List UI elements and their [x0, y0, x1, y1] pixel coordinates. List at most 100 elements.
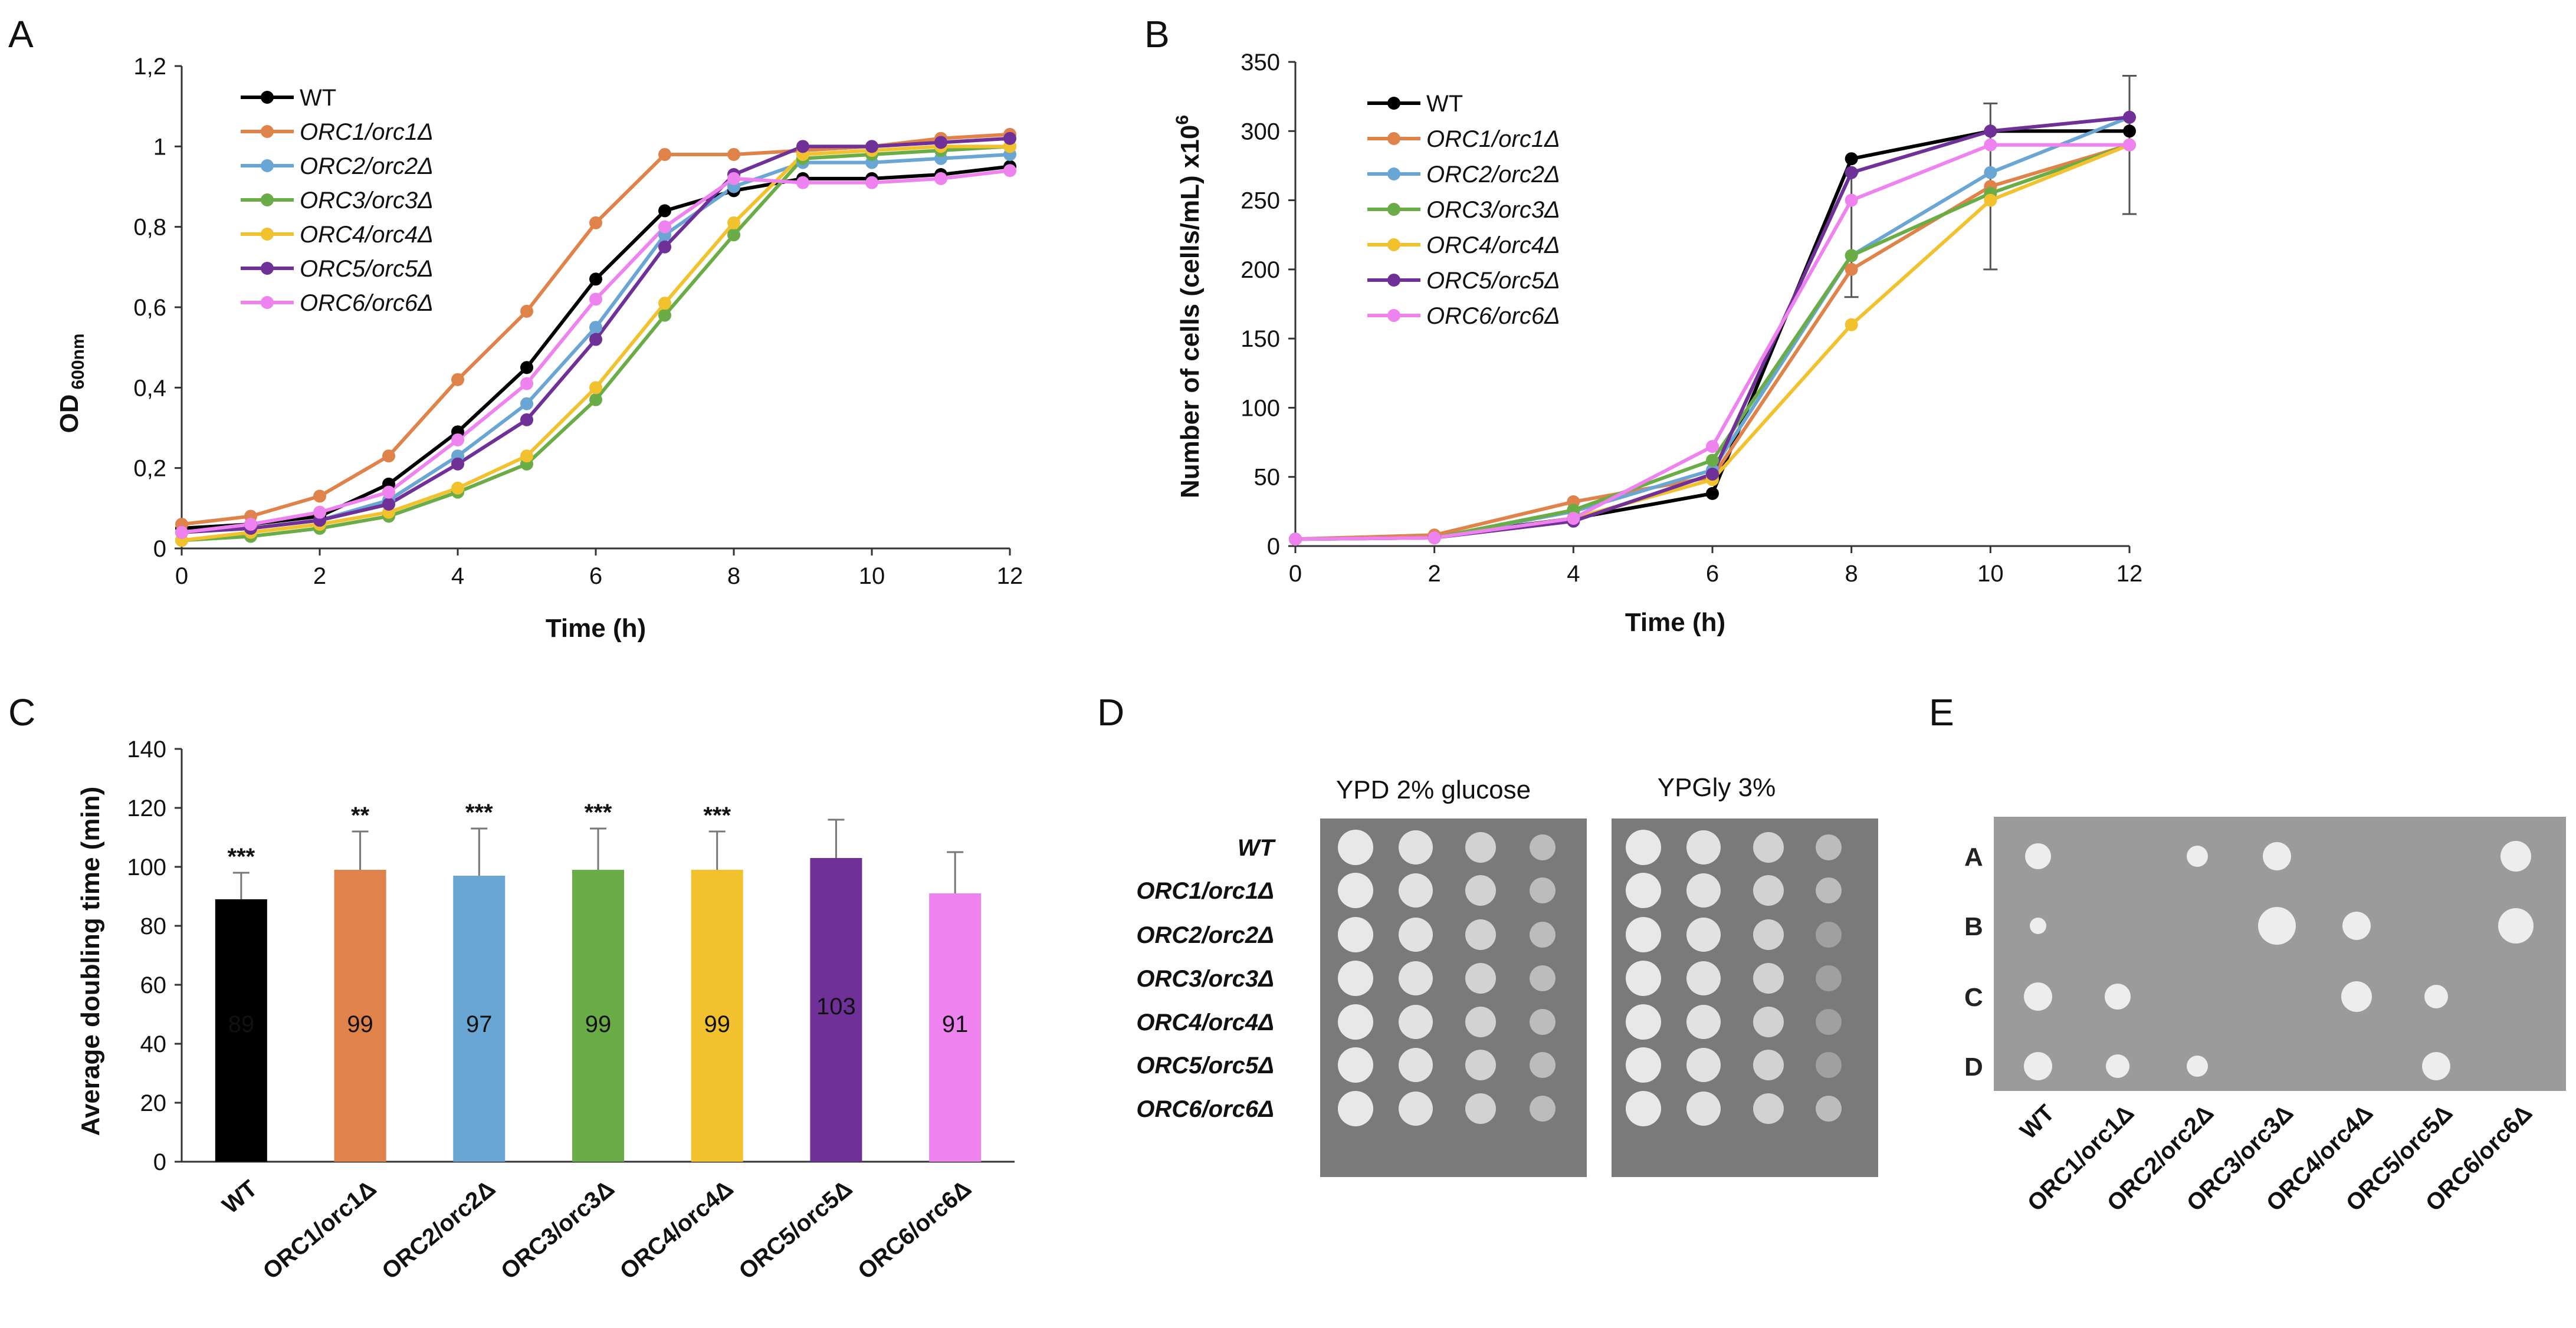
chart-b-y-tick-label: 150	[1241, 326, 1280, 352]
data-point-orc6-orc6	[727, 172, 740, 185]
data-point-orc5-orc5	[382, 498, 395, 511]
chart-a-ylabel-main: OD	[55, 395, 84, 433]
chart-b-legend: WT ORC1/orc1Δ ORC2/orc2Δ ORC3/orc3Δ ORC4/orc…	[1367, 91, 1560, 329]
chart-a-legend: WT ORC1/orc1Δ ORC2/orc2Δ ORC3/orc3Δ ORC4/orc…	[241, 85, 434, 316]
spot-colony	[1626, 873, 1661, 908]
chart-a-y-tick-label: 0,6	[133, 295, 166, 321]
chart-a-xlabel: Time (h)	[546, 614, 646, 643]
chart-b-y-tick-label: 250	[1241, 188, 1280, 214]
tetrad-colony	[2422, 1052, 2450, 1080]
category-label-orc2-orc2: ORC2/orc2Δ	[377, 1175, 500, 1284]
spot-colony	[1686, 873, 1721, 908]
data-point-wt	[1706, 487, 1719, 500]
spot-colony	[1626, 1004, 1661, 1040]
panel-e-tetrad-plate: A B C D WTORC1/orc1ΔORC2/orc2ΔORC3/orc3ΔORC…	[1964, 817, 2566, 1217]
chart-b-x-tick-label: 6	[1706, 561, 1719, 587]
chart-a-x-tick-label: 4	[451, 563, 464, 589]
spot-colony	[1465, 875, 1496, 906]
spot-colony	[1686, 1048, 1721, 1082]
spot-colony	[1686, 961, 1721, 995]
bar-orc1-orc1	[334, 870, 386, 1162]
significance-orc2-orc2: ***	[465, 800, 493, 826]
category-label-group: ORC2/orc2Δ	[377, 1175, 500, 1284]
chart-c-doubling-time: 0 20 40 60 80 100 120 140 *** 89 WT ** 99 ORC1/orc1Δ…	[76, 737, 1015, 1284]
bar-value-label-orc1-orc1: 99	[347, 1011, 373, 1037]
bar-orc3-orc3	[572, 870, 624, 1162]
significance-orc3-orc3: ***	[585, 800, 612, 826]
data-point-orc6-orc6	[1567, 512, 1580, 525]
spot-colony	[1753, 919, 1784, 950]
chart-a-y-tick-label: 0,8	[133, 215, 166, 241]
spot-colony	[1626, 1047, 1661, 1083]
chart-a-y-tick-label: 0,4	[133, 375, 166, 401]
category-label-orc1-orc1: ORC1/orc1Δ	[258, 1175, 382, 1284]
tetrad-colony	[2106, 1054, 2129, 1078]
data-point-orc5-orc5	[796, 140, 809, 153]
spot-colony	[1626, 830, 1661, 865]
chart-c-bars: *** 89 WT ** 99 ORC1/orc1Δ *** 97 ORC2/orc2Δ *** 9…	[215, 800, 982, 1284]
spot-colony	[1530, 1052, 1556, 1078]
plate-title-ypgly: YPGly 3%	[1658, 773, 1776, 802]
bar-orc4-orc4	[691, 870, 743, 1162]
chart-a-x-tick-label: 6	[589, 563, 602, 589]
tetrad-colony	[2030, 918, 2046, 934]
chart-b-ylabel-sup: 6	[1173, 115, 1192, 125]
bar-value-label-wt: 89	[228, 1011, 255, 1037]
data-point-orc6-orc6	[451, 433, 464, 446]
spot-colony	[1530, 922, 1556, 948]
tetrad-colony	[2258, 907, 2296, 945]
spot-colony	[1816, 877, 1842, 903]
chart-c-y-tick-label: 140	[127, 737, 166, 762]
chart-b-x-tick-label: 8	[1845, 561, 1858, 587]
chart-c-ylabel: Average doubling time (min)	[76, 787, 105, 1136]
chart-b-ylabel-main: Number of cells (cells/mL) x10	[1176, 125, 1205, 498]
chart-b-axes: 0 2 4 6 8 10 12 0 50 100 150 200 250 300 350	[1241, 50, 2142, 587]
data-point-orc6-orc6	[313, 505, 326, 519]
data-point-orc4-orc4	[520, 449, 533, 463]
category-label-orc5-orc5: ORC5/orc5Δ	[734, 1175, 858, 1284]
panel-letter-a: A	[8, 13, 34, 55]
data-point-wt	[1845, 152, 1858, 166]
category-label-group: WT	[218, 1175, 262, 1219]
data-point-orc5-orc5	[1845, 166, 1858, 179]
spot-colony	[1399, 1005, 1433, 1039]
chart-a-x-tick-label: 12	[997, 563, 1023, 589]
legend-marker-orc3-orc3	[261, 193, 274, 206]
tetrad-colony	[2105, 984, 2131, 1010]
data-point-orc1-orc1	[727, 147, 740, 161]
tetrad-colony	[2187, 1056, 2208, 1077]
strain-label-orc5-orc5: ORC5/orc5Δ	[1136, 1053, 1274, 1079]
data-point-wt	[2123, 124, 2136, 138]
tetrad-colony	[2024, 982, 2052, 1011]
tetrad-colony	[2263, 842, 2291, 870]
chart-a-x-tick-label: 8	[727, 563, 740, 589]
chart-b-x-tick-label: 12	[2116, 561, 2143, 587]
spot-colony	[1626, 961, 1661, 996]
spot-colony	[1530, 1009, 1556, 1035]
chart-a-od-growth: 0 2 4 6 8 10 12 0 0,2 0,4 0,6 0,8 1 1,2 WT ORC1/orc1Δ O…	[55, 54, 1023, 643]
category-label-orc4-orc4: ORC4/orc4Δ	[615, 1175, 739, 1284]
spot-colony	[1626, 917, 1661, 952]
spot-colony	[1816, 1009, 1842, 1035]
chart-a-y-tick-label: 1,2	[133, 54, 166, 80]
panel-e-row-labels: A B C D	[1964, 843, 1983, 1082]
data-point-orc5-orc5	[2123, 110, 2136, 124]
bar-wt	[215, 899, 267, 1162]
legend-marker-orc6-orc6	[261, 296, 274, 309]
chart-a-x-tick-label: 10	[859, 563, 885, 589]
tetrad-colony	[2341, 981, 2372, 1012]
chart-a-ylabel: OD 600nm	[55, 333, 88, 433]
chart-b-y-tick-label: 100	[1241, 395, 1280, 421]
spot-colony	[1399, 961, 1433, 995]
tetrad-row-label-d: D	[1964, 1053, 1983, 1082]
data-point-orc6-orc6	[382, 485, 395, 499]
legend-label-orc2-orc2: ORC2/orc2Δ	[300, 153, 434, 179]
bar-value-label-orc6-orc6: 91	[942, 1011, 969, 1037]
legend-label-orc5-orc5: ORC5/orc5Δ	[300, 256, 434, 282]
spot-colony	[1530, 834, 1556, 860]
tetrad-colony	[2500, 841, 2531, 872]
tetrad-col-label-wt: WT	[2015, 1100, 2059, 1144]
data-point-orc6-orc6	[865, 176, 878, 189]
data-point-orc4-orc4	[451, 481, 464, 495]
